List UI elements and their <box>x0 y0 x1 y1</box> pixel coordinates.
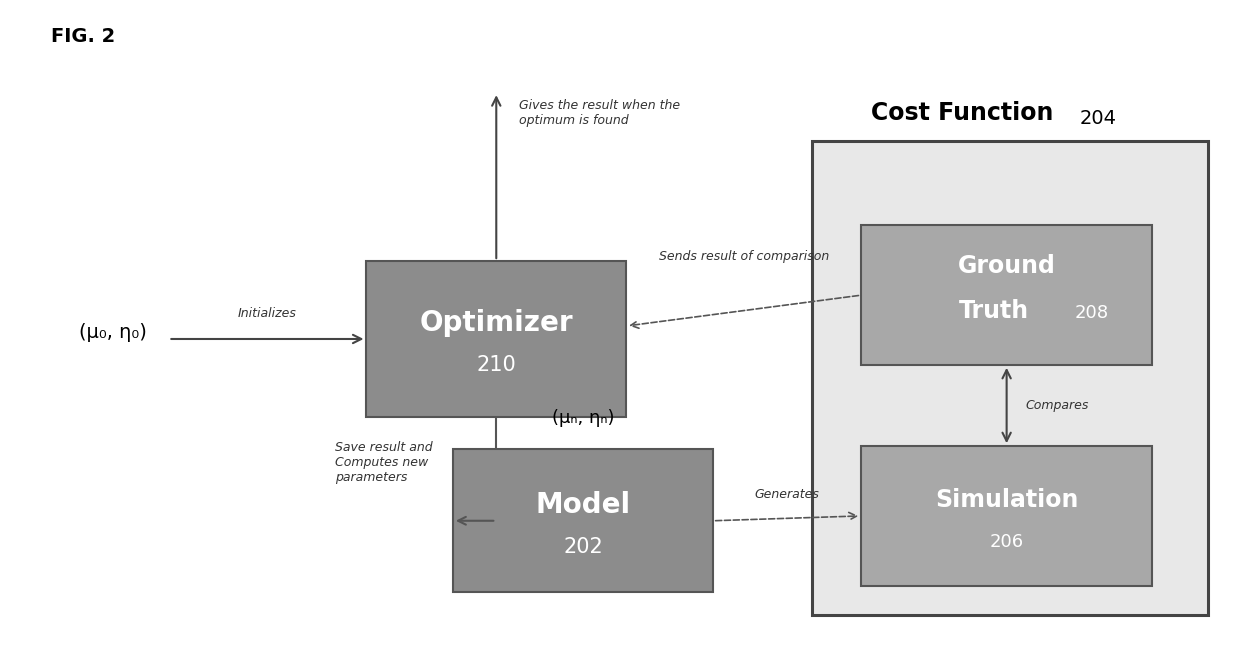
Text: Cost Function: Cost Function <box>870 101 1054 125</box>
FancyBboxPatch shape <box>862 446 1152 585</box>
Text: Ground: Ground <box>957 254 1055 278</box>
Text: Optimizer: Optimizer <box>419 309 573 336</box>
FancyBboxPatch shape <box>453 449 713 592</box>
FancyBboxPatch shape <box>812 141 1208 615</box>
FancyBboxPatch shape <box>366 261 626 417</box>
Text: 208: 208 <box>1075 304 1109 322</box>
Text: Sends result of comparison: Sends result of comparison <box>658 250 828 263</box>
Text: 206: 206 <box>990 533 1024 551</box>
Text: 204: 204 <box>1080 109 1117 128</box>
Text: 210: 210 <box>476 355 516 375</box>
FancyBboxPatch shape <box>862 226 1152 365</box>
Text: Gives the result when the
optimum is found: Gives the result when the optimum is fou… <box>518 98 680 126</box>
Text: FIG. 2: FIG. 2 <box>51 27 115 46</box>
Text: Compares: Compares <box>1025 399 1089 412</box>
Text: Save result and
Computes new
parameters: Save result and Computes new parameters <box>336 441 433 484</box>
Text: Truth: Truth <box>960 299 1029 323</box>
Text: 202: 202 <box>563 537 603 557</box>
Text: Model: Model <box>536 490 630 518</box>
Text: Generates: Generates <box>755 488 820 501</box>
Text: (μₙ, ηₙ): (μₙ, ηₙ) <box>552 409 614 426</box>
Text: Simulation: Simulation <box>935 488 1079 512</box>
Text: Initializes: Initializes <box>238 306 296 319</box>
Text: (μ₀, η₀): (μ₀, η₀) <box>79 323 146 342</box>
